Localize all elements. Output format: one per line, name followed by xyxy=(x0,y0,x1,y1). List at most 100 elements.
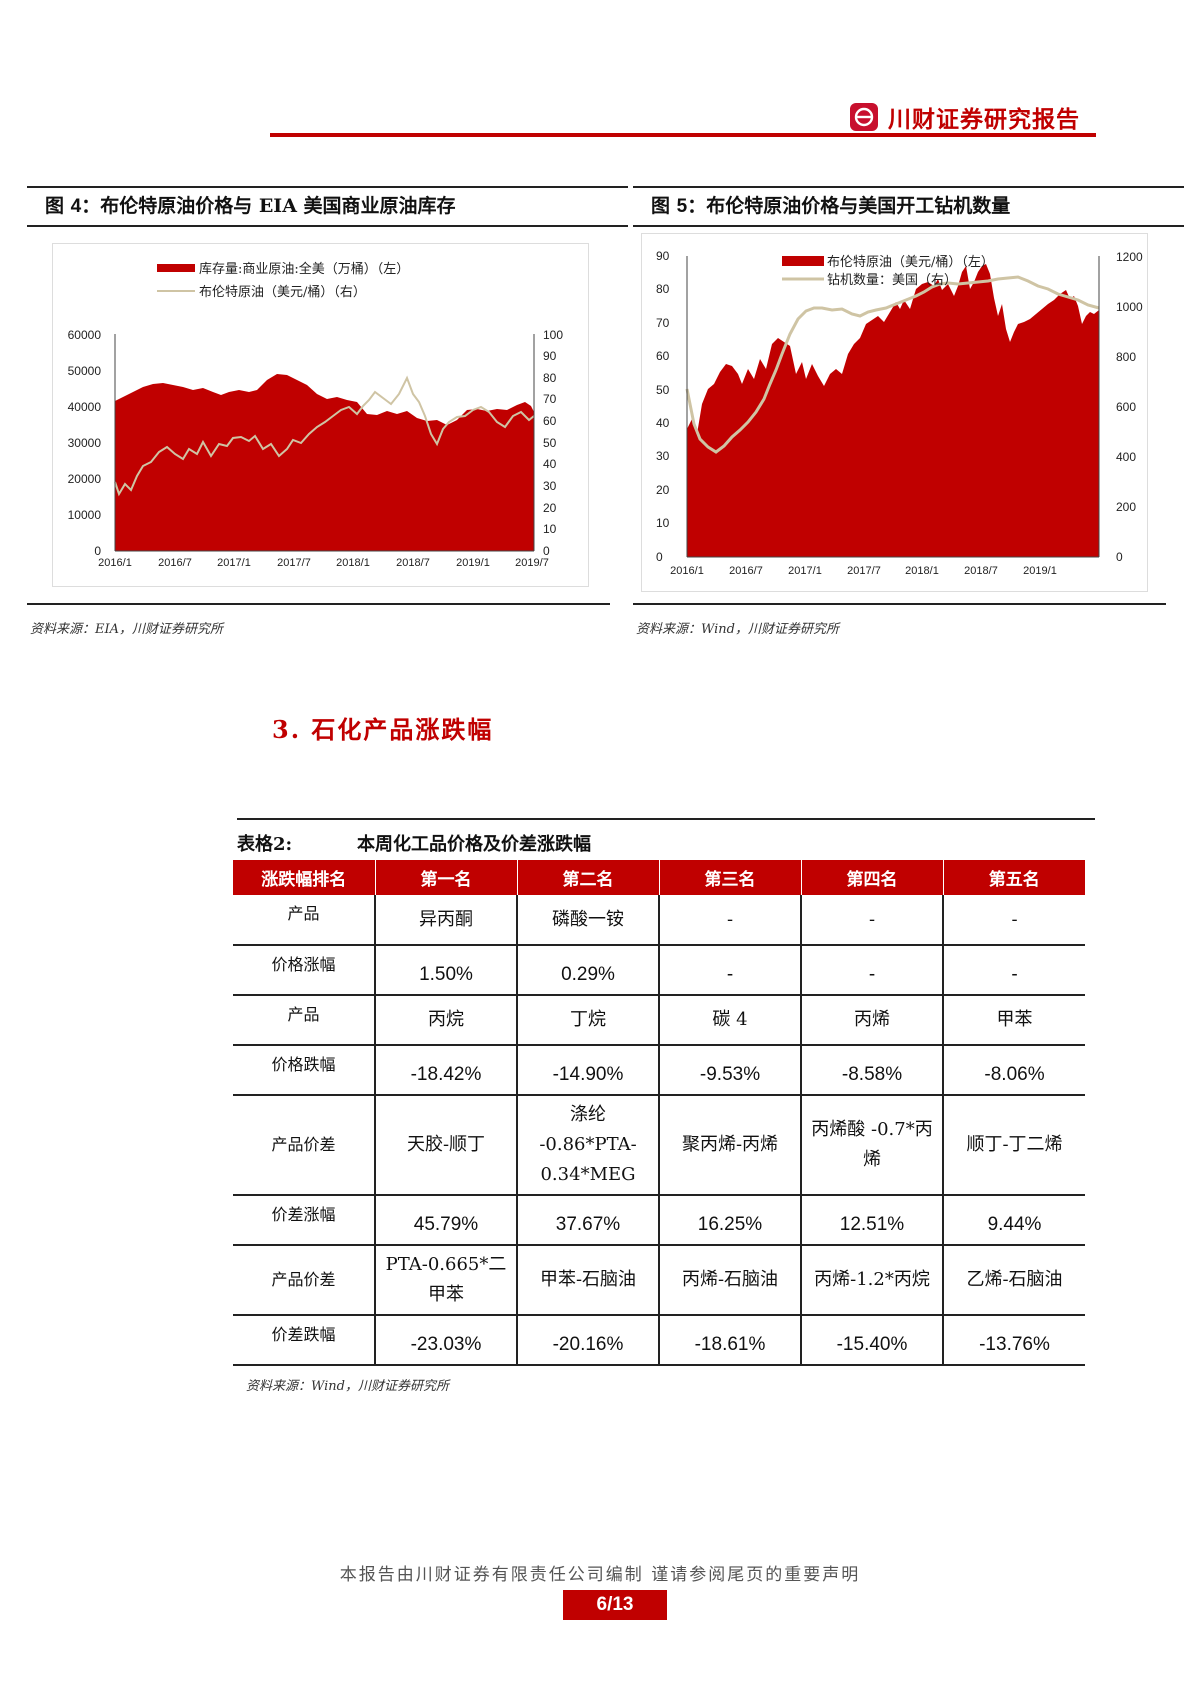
header-cell: 涨跌幅排名 xyxy=(233,860,375,895)
table-cell: -14.90% xyxy=(516,1045,659,1096)
table-row: 产品价差 PTA-0.665*二甲苯 甲苯-石脑油 丙烯-石脑油 丙烯-1.2*… xyxy=(233,1245,1085,1316)
table-cell: 丙烯 xyxy=(800,995,943,1046)
figure4-chart: 库存量:商业原油:全美（万桶）（左） 布伦特原油（美元/桶）（右） 0 10000… xyxy=(52,243,589,587)
svg-text:80: 80 xyxy=(656,282,670,296)
svg-text:70: 70 xyxy=(543,392,557,406)
svg-text:2018/7: 2018/7 xyxy=(964,565,998,577)
row-label: 价差跌幅 xyxy=(233,1315,375,1366)
table-caption-label: 表格2: xyxy=(237,834,293,855)
svg-text:90: 90 xyxy=(543,349,557,363)
figure5-bottom-rule xyxy=(633,603,1166,605)
table-cell: -13.76% xyxy=(942,1315,1085,1366)
svg-text:60: 60 xyxy=(543,414,557,428)
table-cell: 甲苯-石脑油 xyxy=(516,1245,659,1316)
svg-text:30000: 30000 xyxy=(68,436,102,450)
header-rule xyxy=(270,133,1096,137)
svg-text:400: 400 xyxy=(1116,450,1136,464)
svg-text:库存量:商业原油:全美（万桶）（左）: 库存量:商业原油:全美（万桶）（左） xyxy=(199,261,409,277)
svg-text:40000: 40000 xyxy=(68,400,102,414)
svg-text:0: 0 xyxy=(94,544,101,558)
table-cell: 12.51% xyxy=(800,1195,943,1246)
svg-text:2016/1: 2016/1 xyxy=(98,557,132,569)
row-label: 产品 xyxy=(233,995,375,1046)
header-cell: 第三名 xyxy=(658,860,801,895)
svg-text:布伦特原油（美元/桶）（右）: 布伦特原油（美元/桶）（右） xyxy=(199,285,366,300)
svg-text:10: 10 xyxy=(543,522,557,536)
figure4-title: 图 4：布伦特原油价格与 EIA 美国商业原油库存 xyxy=(27,186,628,227)
table-cell: 0.29% xyxy=(516,945,659,996)
svg-text:60000: 60000 xyxy=(68,328,102,342)
legend-swatch-brent-icon xyxy=(782,256,824,266)
brand-logo-icon xyxy=(850,103,878,131)
svg-text:600: 600 xyxy=(1116,400,1136,414)
table-cell: - xyxy=(658,895,801,946)
svg-text:40: 40 xyxy=(543,457,557,471)
table-cell: 丁烷 xyxy=(516,995,659,1046)
row-label: 产品价差 xyxy=(233,1245,375,1316)
svg-text:10: 10 xyxy=(656,516,670,530)
legend-swatch-inventory-icon xyxy=(157,264,195,272)
svg-text:2016/7: 2016/7 xyxy=(158,557,192,569)
table-header-row: 涨跌幅排名 第一名 第二名 第三名 第四名 第五名 xyxy=(233,860,1085,895)
table-caption-text: 本周化工品价格及价差涨跌幅 xyxy=(357,834,591,855)
table-cell: -18.61% xyxy=(658,1315,801,1366)
table-cell: - xyxy=(658,945,801,996)
table-cell: 45.79% xyxy=(374,1195,517,1246)
svg-text:70: 70 xyxy=(656,316,670,330)
figure4-bottom-rule xyxy=(27,603,610,605)
svg-text:2018/1: 2018/1 xyxy=(905,565,939,577)
header-cell: 第二名 xyxy=(516,860,659,895)
table-cell: 丙烯酸 -0.7*丙烯 xyxy=(800,1095,943,1196)
table-cell: 1.50% xyxy=(374,945,517,996)
figure4-source: 资料来源：EIA，川财证券研究所 xyxy=(30,622,224,637)
table-cell: 丙烷 xyxy=(374,995,517,1046)
table-cell: 聚丙烯-丙烯 xyxy=(658,1095,801,1196)
svg-text:200: 200 xyxy=(1116,500,1136,514)
brand-name: 川财证券研究报告 xyxy=(888,106,1080,133)
svg-text:90: 90 xyxy=(656,249,670,263)
svg-text:2017/1: 2017/1 xyxy=(217,557,251,569)
svg-text:布伦特原油（美元/桶）（左）: 布伦特原油（美元/桶）（左） xyxy=(827,255,994,270)
table-source: 资料来源：Wind，川财证券研究所 xyxy=(246,1379,449,1394)
table-cell: 顺丁-丁二烯 xyxy=(942,1095,1085,1196)
table-cell: 16.25% xyxy=(658,1195,801,1246)
svg-text:20: 20 xyxy=(656,483,670,497)
table-cell: 甲苯 xyxy=(942,995,1085,1046)
svg-text:1000: 1000 xyxy=(1116,300,1143,314)
figure4-chart-svg: 库存量:商业原油:全美（万桶）（左） 布伦特原油（美元/桶）（右） 0 10000… xyxy=(68,261,564,569)
figure5-source: 资料来源：Wind，川财证券研究所 xyxy=(636,622,839,637)
svg-text:2016/1: 2016/1 xyxy=(670,565,704,577)
svg-text:60: 60 xyxy=(656,349,670,363)
table-cell: 丙烯-石脑油 xyxy=(658,1245,801,1316)
svg-text:2019/1: 2019/1 xyxy=(456,557,490,569)
table-row: 价差涨幅 45.79% 37.67% 16.25% 12.51% 9.44% xyxy=(233,1195,1085,1246)
svg-text:10000: 10000 xyxy=(68,508,102,522)
svg-text:50000: 50000 xyxy=(68,364,102,378)
table-cell: -18.42% xyxy=(374,1045,517,1096)
table-cell: 9.44% xyxy=(942,1195,1085,1246)
table-row: 价格跌幅 -18.42% -14.90% -9.53% -8.58% -8.06… xyxy=(233,1045,1085,1096)
svg-text:800: 800 xyxy=(1116,350,1136,364)
svg-text:50: 50 xyxy=(543,436,557,450)
table-row: 产品 丙烷 丁烷 碳 4 丙烯 甲苯 xyxy=(233,995,1085,1046)
table-cell: 丙烯-1.2*丙烷 xyxy=(800,1245,943,1316)
row-label: 价格涨幅 xyxy=(233,945,375,996)
row-label: 价格跌幅 xyxy=(233,1045,375,1096)
figure5-chart: 布伦特原油（美元/桶）（左） 钻机数量：美国（右） 0 10 20 30 40 50 60… xyxy=(641,233,1148,592)
table-cell: PTA-0.665*二甲苯 xyxy=(374,1245,517,1316)
table-cell: -23.03% xyxy=(374,1315,517,1366)
svg-text:0: 0 xyxy=(656,550,663,564)
table-cell: -15.40% xyxy=(800,1315,943,1366)
ranking-table: 涨跌幅排名 第一名 第二名 第三名 第四名 第五名 产品 异丙酮 磷酸一铵 - … xyxy=(233,860,1085,1366)
header-brand: 川财证券研究报告 xyxy=(850,100,1080,134)
table-cell: - xyxy=(942,945,1085,996)
header-cell: 第一名 xyxy=(374,860,517,895)
table-cell: -20.16% xyxy=(516,1315,659,1366)
table-row: 产品 异丙酮 磷酸一铵 - - - xyxy=(233,895,1085,946)
svg-text:2019/1: 2019/1 xyxy=(1023,565,1057,577)
table-cell: 乙烯-石脑油 xyxy=(942,1245,1085,1316)
svg-text:0: 0 xyxy=(1116,550,1123,564)
table-row: 产品价差 天胶-顺丁 涤纶 -0.86*PTA- 0.34*MEG 聚丙烯-丙烯… xyxy=(233,1095,1085,1196)
table-cell: - xyxy=(942,895,1085,946)
row-label: 产品价差 xyxy=(233,1095,375,1196)
